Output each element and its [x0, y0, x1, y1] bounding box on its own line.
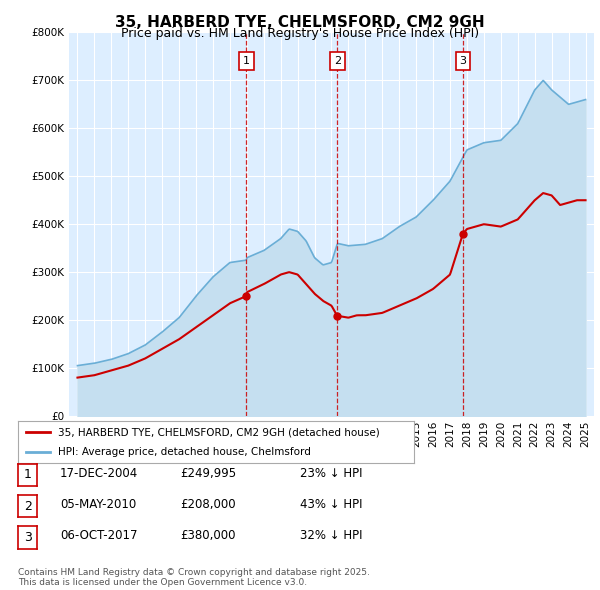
Text: 35, HARBERD TYE, CHELMSFORD, CM2 9GH (detached house): 35, HARBERD TYE, CHELMSFORD, CM2 9GH (de…	[58, 427, 379, 437]
Text: 3: 3	[23, 531, 32, 544]
Text: 05-MAY-2010: 05-MAY-2010	[60, 498, 136, 511]
Text: £380,000: £380,000	[180, 529, 235, 542]
Text: Price paid vs. HM Land Registry's House Price Index (HPI): Price paid vs. HM Land Registry's House …	[121, 27, 479, 40]
Text: 17-DEC-2004: 17-DEC-2004	[60, 467, 138, 480]
Text: 1: 1	[242, 56, 250, 66]
Text: 3: 3	[460, 56, 466, 66]
Text: 1: 1	[23, 468, 32, 481]
Text: 06-OCT-2017: 06-OCT-2017	[60, 529, 137, 542]
Text: Contains HM Land Registry data © Crown copyright and database right 2025.
This d: Contains HM Land Registry data © Crown c…	[18, 568, 370, 587]
Text: 32% ↓ HPI: 32% ↓ HPI	[300, 529, 362, 542]
Text: £249,995: £249,995	[180, 467, 236, 480]
Text: 2: 2	[334, 56, 341, 66]
Text: HPI: Average price, detached house, Chelmsford: HPI: Average price, detached house, Chel…	[58, 447, 310, 457]
Text: 43% ↓ HPI: 43% ↓ HPI	[300, 498, 362, 511]
Text: 2: 2	[23, 500, 32, 513]
Text: 35, HARBERD TYE, CHELMSFORD, CM2 9GH: 35, HARBERD TYE, CHELMSFORD, CM2 9GH	[115, 15, 485, 30]
Text: 23% ↓ HPI: 23% ↓ HPI	[300, 467, 362, 480]
Text: £208,000: £208,000	[180, 498, 236, 511]
